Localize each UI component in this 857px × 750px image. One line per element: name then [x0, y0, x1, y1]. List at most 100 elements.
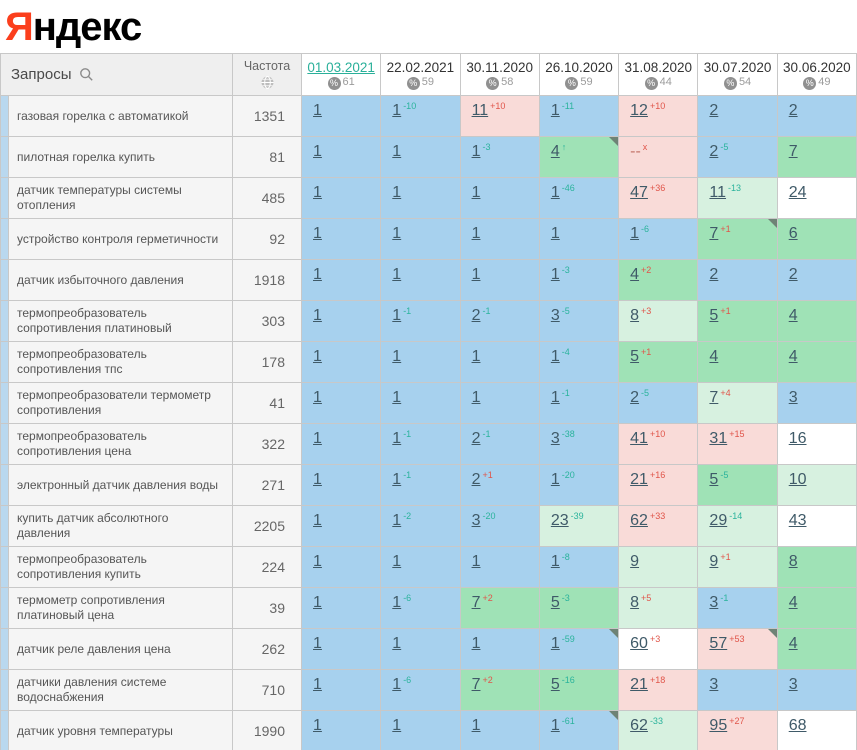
position-value[interactable]: 2 [709, 143, 719, 160]
position-value[interactable]: 1 [550, 266, 560, 283]
position-value[interactable]: 12 [630, 102, 648, 119]
position-value[interactable]: 1 [392, 553, 402, 570]
query-text[interactable]: купить датчик абсолютного давления [17, 511, 169, 540]
position-value[interactable]: 8 [630, 594, 640, 611]
position-value[interactable]: 41 [630, 430, 648, 447]
query-text[interactable]: датчик температуры системы отопления [17, 183, 182, 212]
position-value[interactable]: 43 [788, 512, 807, 529]
position-value[interactable]: 3 [709, 594, 719, 611]
position-value[interactable]: 24 [788, 184, 807, 201]
position-value[interactable]: 4 [709, 348, 719, 365]
position-value[interactable]: 5 [709, 307, 719, 324]
position-value[interactable]: 1 [471, 266, 481, 283]
query-text[interactable]: устройство контроля герметичности [17, 231, 219, 246]
query-text[interactable]: датчик уровня температуры [17, 723, 173, 738]
position-value[interactable]: 2 [471, 430, 481, 447]
position-value[interactable]: 4 [550, 143, 560, 160]
position-value[interactable]: 1 [313, 389, 322, 406]
position-value[interactable]: 31 [709, 430, 728, 447]
position-value[interactable]: 3 [550, 307, 560, 324]
position-value[interactable]: 23 [550, 512, 569, 529]
position-value[interactable]: 1 [392, 307, 402, 324]
position-value[interactable]: 3 [550, 430, 560, 447]
position-value[interactable]: 2 [471, 307, 481, 324]
position-value[interactable]: 21 [630, 676, 648, 693]
position-value[interactable]: 1 [471, 717, 481, 734]
position-value[interactable]: 7 [471, 676, 481, 693]
position-value[interactable]: 5 [550, 594, 560, 611]
position-value[interactable]: 9 [630, 553, 640, 570]
position-value[interactable]: 2 [788, 102, 798, 119]
position-value[interactable]: 1 [313, 225, 322, 242]
query-text[interactable]: термопреобразователи термометр сопротивл… [17, 388, 211, 417]
position-value[interactable]: 1 [471, 389, 481, 406]
search-icon[interactable] [79, 67, 94, 82]
query-text[interactable]: электронный датчик давления воды [17, 477, 219, 492]
position-value[interactable]: 4 [630, 266, 640, 283]
position-value[interactable]: 10 [788, 471, 807, 488]
position-value[interactable]: 1 [392, 389, 402, 406]
position-value[interactable]: 1 [550, 348, 560, 365]
date-link[interactable]: 31.08.2020 [624, 59, 693, 75]
position-value[interactable]: 1 [313, 717, 322, 734]
position-value[interactable]: 1 [313, 512, 322, 529]
position-value[interactable]: 5 [550, 676, 560, 693]
position-value[interactable]: 1 [313, 348, 322, 365]
position-value[interactable]: 4 [788, 594, 798, 611]
query-text[interactable]: пилотная горелка купить [17, 149, 155, 164]
position-value[interactable]: 57 [709, 635, 728, 652]
query-text[interactable]: датчики давления системе водоснабжения [17, 675, 167, 704]
position-value[interactable]: 1 [313, 430, 322, 447]
position-value[interactable]: 1 [550, 389, 560, 406]
position-value[interactable]: 1 [550, 184, 560, 201]
position-value[interactable]: 1 [392, 676, 402, 693]
date-link[interactable]: 22.02.2021 [386, 59, 455, 75]
position-value[interactable]: 1 [471, 143, 481, 160]
position-value[interactable]: 95 [709, 717, 728, 734]
position-value[interactable]: 1 [313, 266, 322, 283]
position-value[interactable]: 4 [788, 635, 798, 652]
date-link[interactable]: 26.10.2020 [545, 59, 613, 75]
position-value[interactable]: 2 [788, 266, 798, 283]
position-value[interactable]: 1 [471, 553, 481, 570]
position-value[interactable]: 16 [788, 430, 807, 447]
position-value[interactable]: 1 [471, 635, 481, 652]
position-value[interactable]: 5 [630, 348, 640, 365]
position-value[interactable]: 1 [392, 635, 402, 652]
date-link[interactable]: 30.11.2020 [466, 59, 533, 75]
query-text[interactable]: термопреобразователь сопротивления цена [17, 429, 147, 458]
date-link[interactable]: 30.07.2020 [703, 59, 772, 75]
position-value[interactable]: 1 [392, 717, 402, 734]
position-value[interactable]: 1 [471, 225, 481, 242]
date-link[interactable]: 01.03.2021 [307, 59, 375, 75]
position-value[interactable]: 4 [788, 348, 798, 365]
position-value[interactable]: 1 [313, 676, 322, 693]
position-value[interactable]: 6 [788, 225, 798, 242]
position-value[interactable]: 1 [392, 266, 402, 283]
query-text[interactable]: термопреобразователь сопротивления купит… [17, 552, 147, 581]
position-value[interactable]: 47 [630, 184, 648, 201]
position-value[interactable]: 2 [630, 389, 640, 406]
position-value[interactable]: 2 [471, 471, 481, 488]
position-value[interactable]: 60 [630, 635, 648, 652]
position-value[interactable]: 1 [471, 348, 481, 365]
yandex-logo[interactable]: Яндекс [0, 0, 857, 53]
position-value[interactable]: 3 [788, 676, 798, 693]
query-text[interactable]: термометр сопротивления платиновый цена [17, 593, 165, 622]
position-value[interactable]: 29 [709, 512, 728, 529]
query-text[interactable]: термопреобразователь сопротивления тпс [17, 347, 147, 376]
position-value[interactable]: 1 [313, 102, 322, 119]
position-value[interactable]: 1 [550, 553, 560, 570]
position-value[interactable]: 1 [313, 307, 322, 324]
position-value[interactable]: 7 [788, 143, 798, 160]
position-value[interactable]: 8 [788, 553, 798, 570]
position-value[interactable]: 1 [392, 184, 402, 201]
date-link[interactable]: 30.06.2020 [783, 59, 851, 75]
position-value[interactable]: 11 [471, 102, 489, 119]
position-value[interactable]: 11 [709, 184, 727, 201]
position-value[interactable]: 68 [788, 717, 807, 734]
position-value[interactable]: 2 [709, 266, 719, 283]
position-value[interactable]: 4 [788, 307, 798, 324]
position-value[interactable]: 1 [313, 471, 322, 488]
position-value[interactable]: 2 [709, 102, 719, 119]
